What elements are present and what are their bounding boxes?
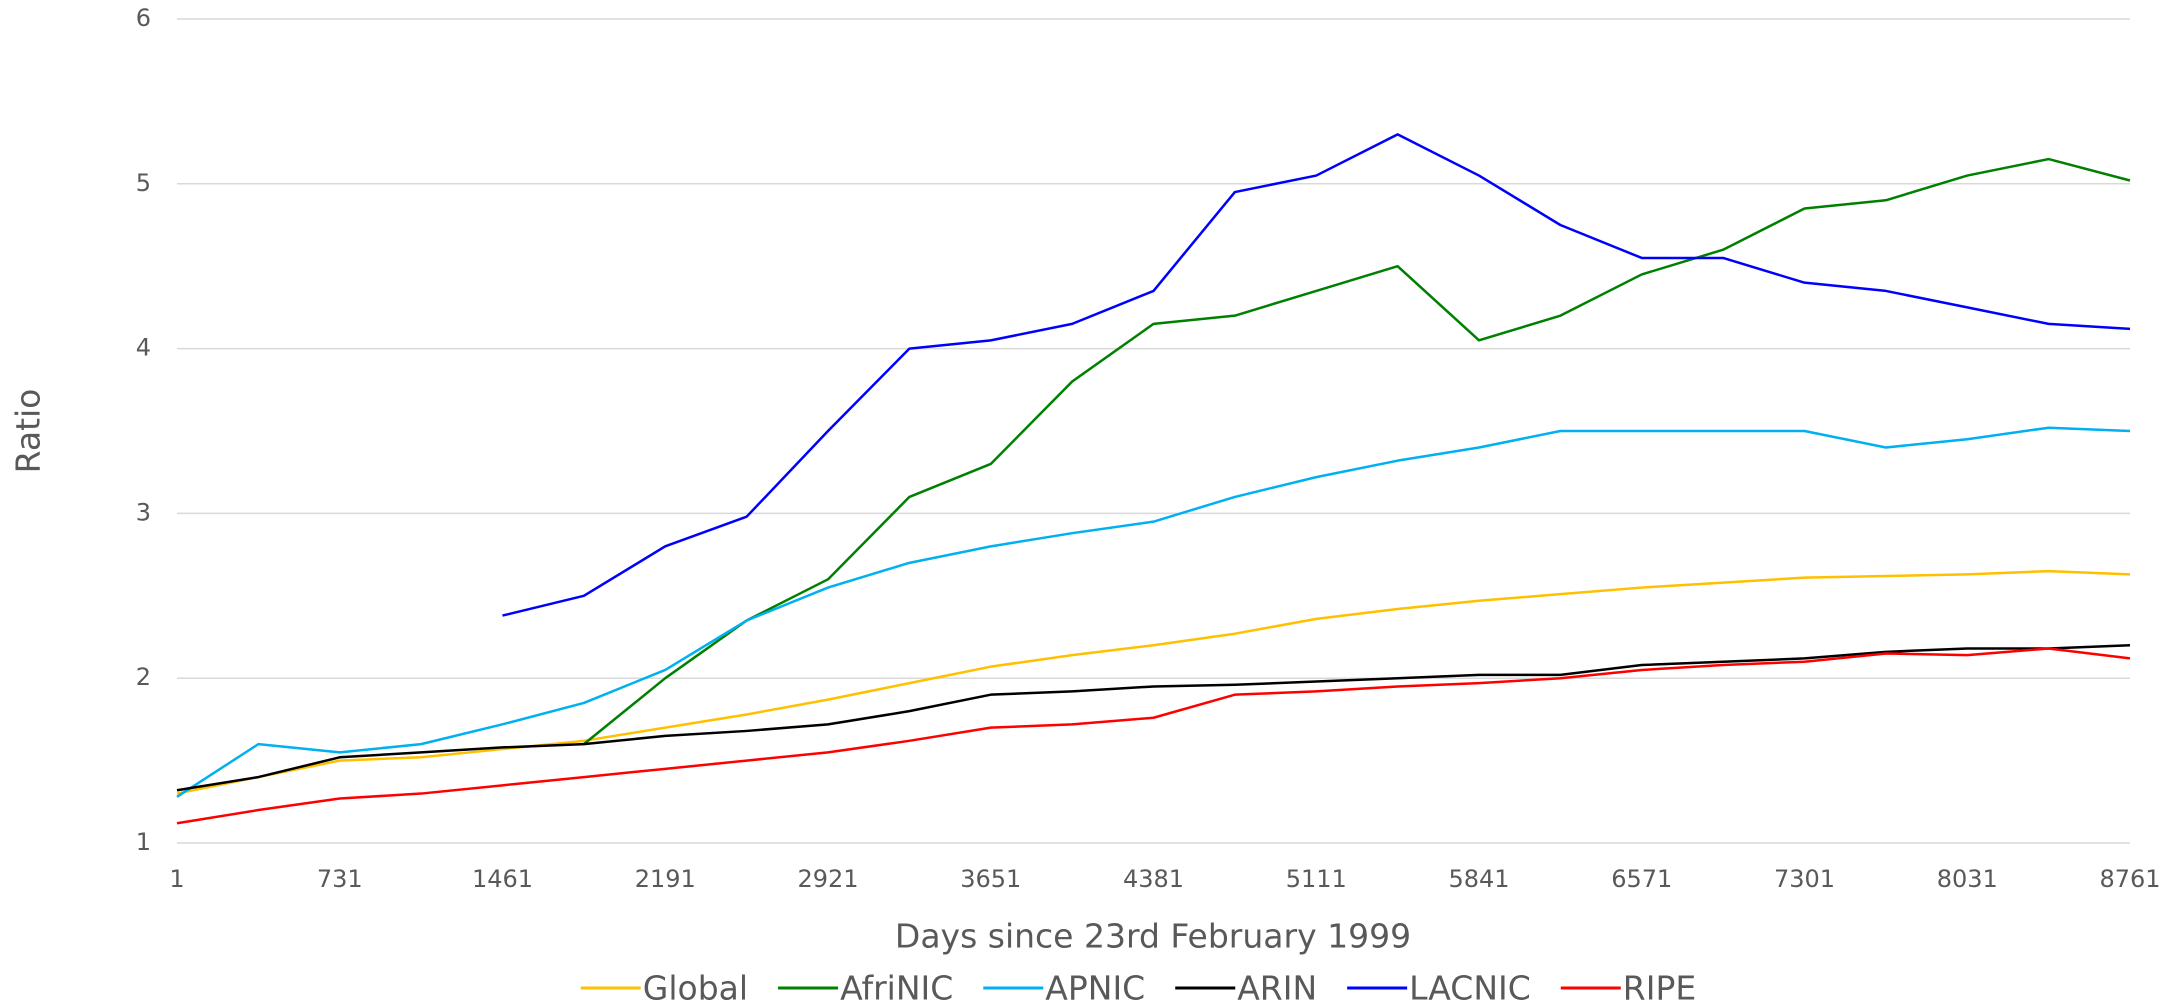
x-tick-label: 8761 — [2099, 865, 2160, 893]
x-tick-label: 1461 — [472, 865, 533, 893]
y-tick-label: 2 — [136, 663, 151, 691]
series-line — [583, 157, 2131, 746]
y-tick-label: 3 — [136, 498, 151, 526]
x-tick-label: 1 — [169, 865, 184, 893]
series-line — [176, 643, 2131, 792]
series-line — [176, 426, 2131, 798]
x-tick-label: 731 — [317, 865, 363, 893]
x-tick-label: 2191 — [635, 865, 696, 893]
y-axis-title: Ratio — [9, 389, 48, 474]
x-tick-label: 8031 — [1937, 865, 1998, 893]
y-tick-label: 6 — [136, 4, 151, 32]
series-line — [502, 133, 2131, 617]
y-tick-label: 5 — [136, 169, 151, 197]
x-tick-label: 2921 — [797, 865, 858, 893]
x-axis-title: Days since 23rd February 1999 — [895, 917, 1411, 956]
x-tick-label: 4381 — [1123, 865, 1184, 893]
legend-label: APNIC — [1045, 969, 1145, 1007]
legend-label: RIPE — [1623, 969, 1696, 1007]
legend-label: AfriNIC — [840, 969, 953, 1007]
x-tick-label: 3651 — [960, 865, 1021, 893]
legend-label: LACNIC — [1409, 969, 1531, 1007]
y-tick-label: 1 — [136, 828, 151, 856]
y-tick-label: 4 — [136, 334, 151, 362]
legend-label: Global — [643, 969, 748, 1007]
legend-label: ARIN — [1237, 969, 1317, 1007]
x-tick-label: 6571 — [1611, 865, 1672, 893]
x-tick-label: 7301 — [1774, 865, 1835, 893]
x-tick-label: 5111 — [1286, 865, 1347, 893]
series-line — [176, 569, 2131, 795]
series-line — [176, 647, 2131, 825]
x-tick-label: 5841 — [1448, 865, 1509, 893]
